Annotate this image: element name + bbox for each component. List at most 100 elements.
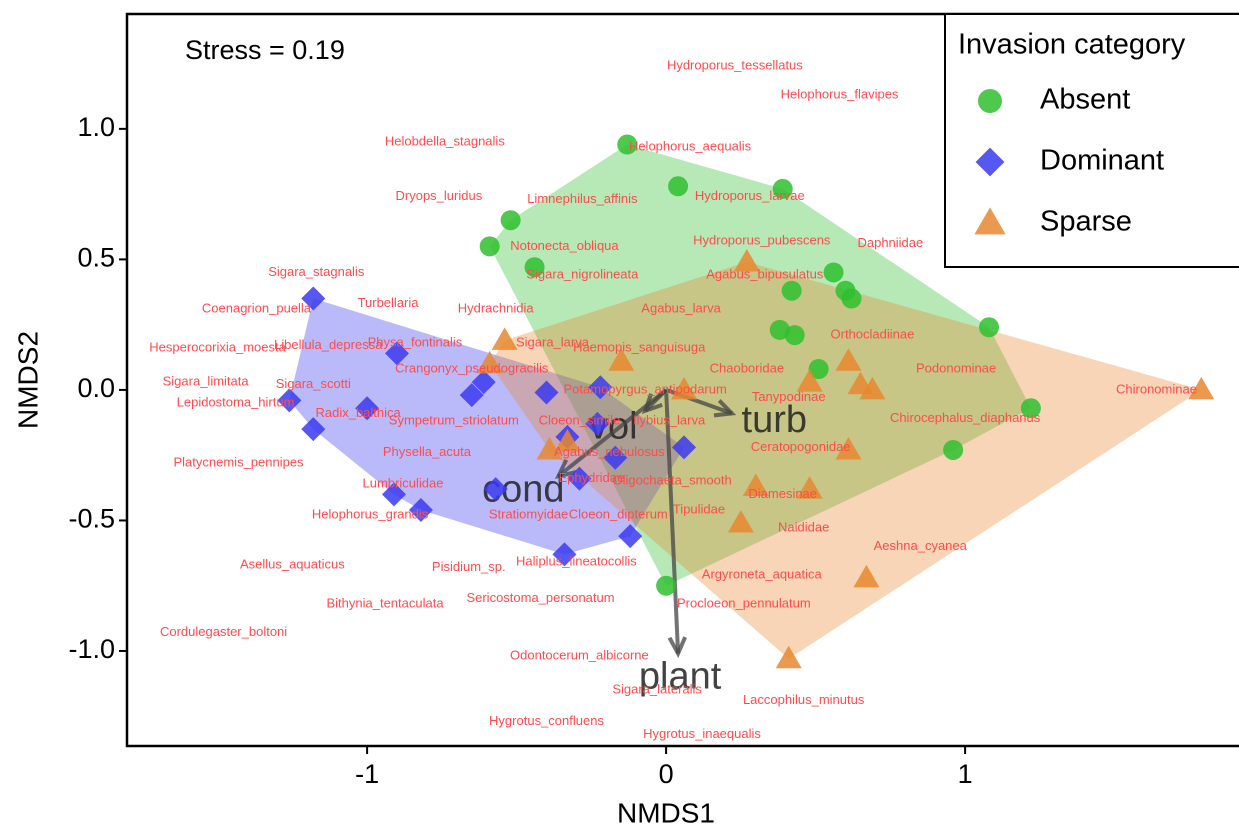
species-label: Sympetrum_striolatum bbox=[389, 413, 519, 428]
point bbox=[476, 350, 503, 374]
species-label: Diamesinae bbox=[748, 486, 817, 501]
point bbox=[796, 369, 823, 392]
point bbox=[781, 280, 802, 301]
legend-label: Dominant bbox=[1040, 145, 1164, 177]
legend-label: Absent bbox=[1040, 84, 1130, 116]
point bbox=[552, 542, 577, 567]
species-label: Stratiomyidae bbox=[489, 507, 568, 522]
species-label: Naididae bbox=[778, 520, 829, 535]
panel-border bbox=[125, 12, 1239, 748]
plot-panel: turbvolcondplantHydroporus_tessellatusHe… bbox=[149, 58, 1215, 741]
point bbox=[608, 348, 635, 371]
species-label: Sigara_nigrolineata bbox=[526, 266, 639, 281]
point bbox=[479, 236, 500, 257]
y-tick-label: 0.5 bbox=[77, 243, 115, 273]
point bbox=[796, 476, 823, 499]
vector-label: plant bbox=[639, 656, 722, 698]
species-label: Hydroporus_larvae bbox=[695, 188, 805, 203]
point bbox=[784, 325, 805, 346]
point bbox=[742, 473, 769, 497]
species-label: Asellus_aquaticus bbox=[240, 556, 345, 571]
legend-marker bbox=[975, 147, 1005, 177]
species-label: Sigara_lateralis bbox=[612, 682, 702, 697]
point bbox=[853, 564, 880, 588]
species-label: Haemopis_sanguisuga bbox=[573, 340, 706, 355]
point bbox=[385, 341, 410, 366]
point bbox=[823, 262, 844, 283]
species-label: Libellula_depressa bbox=[274, 337, 383, 352]
species-label: Cordulegaster_boltoni bbox=[160, 624, 287, 639]
species-label: Helophorus_grandis bbox=[312, 507, 429, 522]
species-label: Aeshna_cyanea bbox=[874, 538, 968, 553]
species-label: Cloeon_simile bbox=[539, 413, 621, 428]
legend-marker bbox=[978, 89, 1002, 113]
species-label: Laccophilus_minutus bbox=[743, 692, 865, 707]
species-label: Coenagrion_puella bbox=[202, 300, 312, 315]
species-label: Argyroneta_aquatica bbox=[702, 567, 823, 582]
species-label: Agabus_bipusulatus bbox=[706, 266, 824, 281]
env-vector bbox=[557, 388, 668, 478]
stress-annotation: Stress = 0.19 bbox=[185, 35, 345, 65]
point bbox=[382, 482, 407, 507]
y-tick-label: 0.0 bbox=[77, 373, 115, 403]
legend: Invasion category Absent Dominant Sparse bbox=[944, 13, 1239, 268]
y-axis-title: NMDS2 bbox=[12, 331, 43, 429]
point bbox=[471, 370, 496, 395]
species-label: Pisidium_sp. bbox=[432, 559, 506, 574]
point bbox=[775, 645, 802, 669]
y-tick-label: 1.0 bbox=[77, 112, 115, 142]
point bbox=[671, 376, 698, 400]
species-label: Tanypodinae bbox=[752, 389, 826, 404]
group-hull bbox=[289, 298, 685, 555]
species-label: Helophorus_aequalis bbox=[629, 139, 752, 154]
species-label: Lumbriculidae bbox=[363, 475, 444, 490]
species-label: Dryops_luridus bbox=[396, 188, 483, 203]
group-hull bbox=[489, 262, 1202, 659]
species-label: Oligochaeta_smooth bbox=[612, 473, 731, 488]
point bbox=[491, 327, 518, 350]
x-tick-label: 0 bbox=[659, 759, 674, 789]
species-label: Daphniidae bbox=[857, 235, 923, 250]
species-label: Chirocephalus_diaphanus bbox=[890, 410, 1041, 425]
legend-label: Sparse bbox=[1040, 206, 1132, 238]
species-label: Haliplus_lineatocollis bbox=[516, 554, 637, 569]
point bbox=[618, 524, 643, 549]
species-label: Radix_balthica bbox=[315, 405, 401, 420]
y-tick-label: -1.0 bbox=[68, 634, 115, 664]
x-axis-title: NMDS1 bbox=[617, 797, 715, 828]
species-label: Platycnemis_pennipes bbox=[173, 454, 304, 469]
point bbox=[355, 396, 380, 421]
species-label: Ilybius_larva bbox=[633, 413, 706, 428]
point bbox=[943, 439, 964, 460]
species-label: Sericostoma_personatum bbox=[466, 590, 614, 605]
point bbox=[483, 477, 508, 502]
species-label: Crangonyx_pseudogracilis bbox=[395, 360, 549, 375]
point bbox=[567, 466, 592, 491]
point bbox=[585, 411, 610, 436]
species-label: Sigara_limitata bbox=[163, 374, 250, 389]
point bbox=[603, 445, 628, 470]
point bbox=[617, 134, 638, 155]
species-label: Podonominae bbox=[916, 360, 996, 375]
point bbox=[979, 317, 1000, 338]
point bbox=[408, 498, 433, 523]
species-label: Orthocladiinae bbox=[831, 327, 915, 342]
species-label: Hydroporus_pubescens bbox=[693, 233, 831, 248]
species-label: Sigara_stagnalis bbox=[268, 264, 365, 279]
legend-marker bbox=[974, 207, 1006, 235]
env-vector bbox=[664, 389, 681, 654]
species-label: Limnephilus_affinis bbox=[527, 191, 638, 206]
point bbox=[277, 388, 302, 413]
point bbox=[841, 288, 862, 309]
species-label: Bithynia_tentaculata bbox=[326, 595, 444, 610]
species-label: Ephydridae bbox=[558, 470, 624, 485]
point bbox=[808, 359, 829, 380]
species-label: Agabus_larva bbox=[641, 300, 721, 315]
species-label: Agabus_nebulosus bbox=[554, 444, 665, 459]
species-label: Cloeon_dipterum bbox=[569, 507, 668, 522]
species-label: Sigara_larva bbox=[516, 334, 590, 349]
point bbox=[859, 376, 886, 400]
x-tick-label: 1 bbox=[958, 759, 973, 789]
species-label: Turbellaria bbox=[358, 295, 420, 310]
